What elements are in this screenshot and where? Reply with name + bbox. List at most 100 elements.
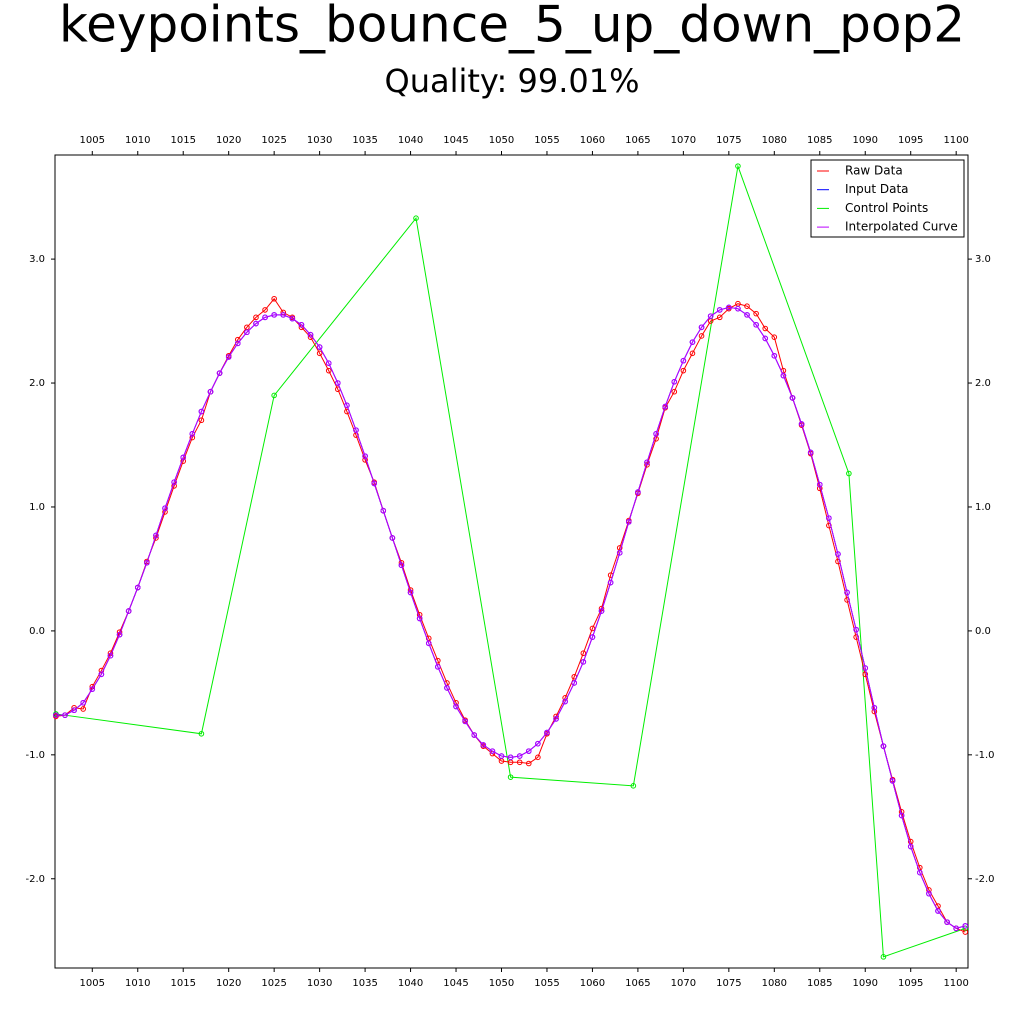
x-tick-label: 1015: [170, 978, 195, 989]
x-tick-label: 1050: [489, 978, 514, 989]
x-tick-label-top: 1025: [261, 135, 286, 146]
data-point: [444, 685, 450, 691]
data-point: [234, 336, 241, 343]
x-tick-label: 1060: [580, 978, 605, 989]
y-tick-label: -1.0: [25, 750, 45, 761]
data-point: [698, 324, 705, 331]
data-point: [680, 367, 687, 374]
data-point: [425, 640, 432, 647]
x-tick-label: 1030: [307, 978, 332, 989]
data-point: [316, 350, 323, 357]
data-point: [489, 748, 496, 754]
series-line: [55, 306, 966, 929]
data-point: [630, 783, 637, 789]
data-point: [671, 378, 678, 385]
x-tick-label: 1075: [716, 978, 741, 989]
data-point: [262, 314, 268, 321]
x-tick-label-top: 1075: [716, 135, 741, 146]
data-point: [180, 454, 187, 461]
y-tick-label: 0.0: [29, 626, 45, 637]
data-point: [753, 310, 759, 317]
data-point: [535, 740, 541, 747]
data-point: [298, 321, 305, 328]
data-point: [471, 732, 478, 738]
y-tick-label: -2.0: [25, 874, 45, 885]
x-tick-label-top: 1095: [898, 135, 923, 146]
data-point: [507, 774, 514, 780]
data-point: [889, 778, 896, 784]
x-tick-label-top: 1065: [625, 135, 650, 146]
data-point: [698, 333, 705, 339]
y-tick-label-right: 3.0: [975, 254, 991, 265]
data-point: [435, 664, 441, 670]
data-point: [580, 650, 587, 657]
data-point: [962, 929, 969, 935]
data-point: [662, 403, 668, 410]
data-point: [626, 519, 632, 525]
x-tick-label: 1020: [216, 978, 241, 989]
data-point: [846, 470, 852, 477]
data-point: [162, 505, 168, 512]
data-point: [289, 315, 296, 322]
data-point: [653, 431, 659, 437]
data-point: [125, 608, 132, 614]
data-point: [962, 923, 969, 929]
data-point: [225, 354, 232, 360]
data-point: [944, 919, 950, 925]
data-point: [189, 431, 196, 437]
series-line: [55, 306, 966, 929]
data-point: [244, 329, 250, 336]
series-line: [55, 164, 966, 958]
data-point: [562, 698, 568, 705]
x-tick-label: 1095: [898, 978, 923, 989]
data-point: [198, 417, 205, 424]
data-point: [835, 558, 841, 565]
data-point: [516, 759, 523, 766]
data-point: [707, 313, 714, 319]
data-point: [762, 335, 769, 342]
data-point: [844, 589, 850, 596]
data-point: [862, 671, 869, 678]
x-tick-label: 1035: [352, 978, 377, 989]
data-point: [935, 908, 941, 914]
data-point: [453, 703, 459, 710]
data-point: [380, 507, 387, 514]
data-point: [53, 712, 59, 718]
x-tick-label: 1055: [534, 978, 559, 989]
chart-title: keypoints_bounce_5_up_down_pop2: [59, 0, 965, 54]
x-tick-label-top: 1100: [943, 135, 968, 146]
data-point: [589, 634, 596, 640]
data-point: [198, 730, 205, 737]
data-point: [898, 812, 905, 819]
y-tick-label: 1.0: [29, 502, 45, 513]
data-point: [762, 325, 769, 332]
data-point: [253, 314, 259, 321]
x-tick-label-top: 1015: [170, 135, 195, 146]
x-tick-label-top: 1030: [307, 135, 332, 146]
data-point: [862, 665, 869, 671]
data-point: [498, 753, 505, 759]
data-point: [525, 760, 532, 767]
data-point: [689, 350, 696, 357]
y-tick-label-right: 0.0: [975, 626, 991, 637]
data-point: [680, 357, 687, 364]
x-tick-label-top: 1090: [853, 135, 878, 146]
data-point: [271, 295, 277, 302]
data-point: [507, 754, 514, 761]
data-point: [635, 489, 641, 495]
data-point: [480, 742, 487, 748]
data-point: [917, 869, 923, 876]
x-tick-label: 1045: [443, 978, 468, 989]
x-tick-label: 1070: [671, 978, 696, 989]
data-point: [389, 535, 396, 541]
data-point: [335, 380, 341, 386]
data-point: [716, 314, 723, 321]
data-point: [726, 304, 732, 311]
data-point: [616, 550, 623, 556]
data-point: [753, 321, 759, 328]
x-tick-label-top: 1060: [580, 135, 605, 146]
data-point: [644, 459, 650, 466]
x-tick-label: 1005: [80, 978, 105, 989]
data-point: [835, 551, 841, 557]
data-point: [80, 706, 86, 712]
